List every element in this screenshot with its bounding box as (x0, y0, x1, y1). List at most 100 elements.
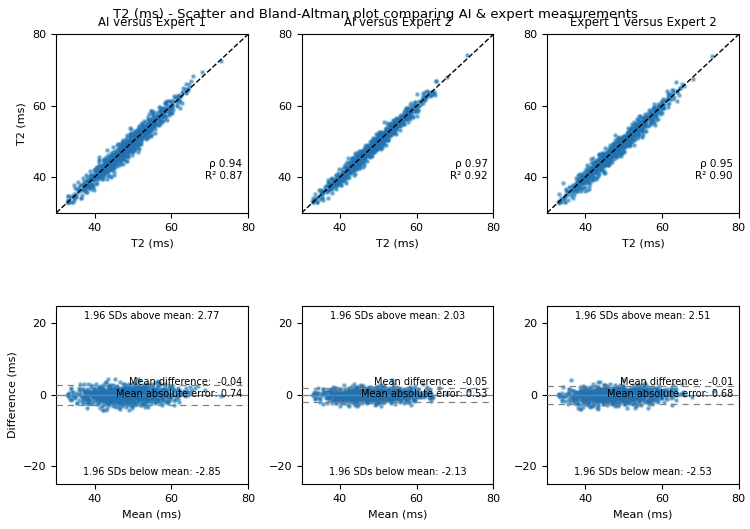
Point (347, 387, 359, 395)
Point (112, 157, 124, 165)
Point (340, 162, 352, 171)
Point (158, 396, 170, 404)
Point (596, 153, 608, 161)
Point (661, 387, 673, 396)
Point (357, 154, 369, 162)
Point (82, 398, 94, 406)
Point (103, 395, 115, 404)
Point (637, 121, 649, 129)
Point (99, 393, 111, 401)
Point (612, 391, 624, 399)
Point (77, 186, 89, 194)
Point (364, 141, 376, 150)
Point (132, 388, 144, 397)
Point (581, 172, 593, 181)
Point (106, 392, 118, 400)
Point (140, 389, 152, 397)
Point (118, 149, 130, 158)
Point (128, 135, 140, 144)
Point (134, 131, 146, 139)
Point (644, 110, 656, 118)
Point (611, 392, 623, 400)
Point (559, 392, 571, 400)
Point (599, 396, 611, 405)
Point (584, 166, 596, 174)
Point (598, 154, 610, 163)
Point (360, 142, 372, 151)
Point (138, 395, 150, 403)
Point (119, 390, 131, 398)
Point (380, 392, 392, 400)
Point (578, 397, 590, 406)
Point (342, 166, 354, 174)
Point (632, 129, 644, 137)
Point (93, 394, 105, 402)
Point (114, 397, 126, 405)
Point (400, 104, 412, 112)
Point (599, 155, 611, 163)
Point (113, 150, 125, 158)
Point (671, 97, 683, 105)
Point (351, 391, 363, 400)
Point (386, 125, 398, 134)
Point (590, 395, 602, 404)
Point (656, 394, 668, 402)
Point (365, 143, 377, 152)
Point (390, 393, 402, 401)
Point (370, 140, 382, 148)
Point (369, 392, 381, 400)
Point (631, 386, 643, 395)
Point (604, 380, 616, 388)
Point (140, 391, 152, 399)
Point (358, 389, 370, 397)
Point (88, 387, 100, 395)
Point (376, 135, 388, 144)
Point (577, 394, 589, 402)
Point (391, 122, 403, 130)
Point (596, 389, 608, 398)
Point (620, 140, 632, 149)
Point (373, 385, 385, 394)
Point (604, 393, 616, 401)
Point (608, 389, 620, 398)
Point (127, 389, 139, 397)
Point (628, 385, 640, 393)
Point (86, 173, 98, 181)
Point (164, 391, 176, 400)
Point (118, 395, 130, 403)
Point (106, 155, 118, 163)
Point (148, 121, 160, 129)
Point (662, 87, 674, 95)
Point (118, 395, 130, 403)
Point (654, 101, 666, 109)
Point (600, 150, 612, 158)
Point (612, 402, 624, 410)
Point (138, 391, 150, 400)
Point (366, 148, 378, 157)
Point (358, 393, 370, 401)
Point (340, 166, 352, 174)
Point (330, 399, 342, 407)
Point (365, 394, 377, 402)
Point (586, 176, 598, 184)
Point (368, 140, 380, 149)
Point (83, 175, 95, 184)
Point (365, 145, 377, 153)
Point (397, 391, 409, 400)
Point (134, 393, 146, 402)
Point (564, 398, 576, 406)
Point (364, 392, 376, 400)
Point (381, 388, 393, 396)
Point (405, 107, 417, 115)
Point (134, 126, 146, 134)
Point (132, 134, 144, 142)
Point (121, 387, 133, 395)
Point (602, 147, 614, 156)
Point (104, 395, 116, 403)
Point (110, 393, 122, 401)
Point (342, 387, 354, 396)
Point (620, 136, 632, 145)
Point (587, 162, 599, 170)
Point (136, 129, 148, 137)
Point (122, 151, 134, 159)
